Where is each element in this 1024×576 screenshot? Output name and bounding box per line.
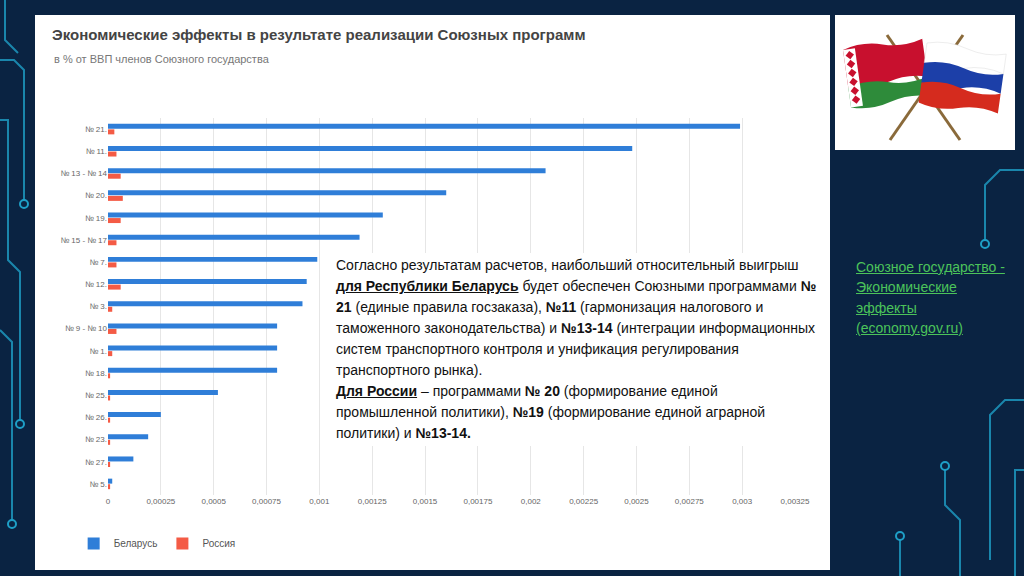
svg-text:№ 18.: № 18. [85, 369, 107, 378]
svg-text:Россия: Россия [202, 538, 235, 549]
svg-text:№ 5.: № 5. [90, 480, 107, 489]
svg-text:0,00175: 0,00175 [463, 497, 492, 506]
svg-text:№ 1.: № 1. [90, 347, 107, 356]
html-text:Согласно результатам расчетов,: Согласно результатам расчетов, наибольши… [336, 257, 799, 273]
html-text:Союзное государство - Экономич: Союзное государство - Экономические эффе… [856, 259, 1005, 316]
svg-text:0,00325: 0,00325 [781, 497, 810, 506]
svg-text:№ 19.: № 19. [85, 214, 107, 223]
svg-text:0,0025: 0,0025 [624, 497, 649, 506]
svg-text:в % от ВВП членов Союзного гос: в % от ВВП членов Союзного государства [54, 53, 270, 65]
svg-text:№ 11.: № 11. [86, 147, 107, 156]
svg-text:№ 13 - № 14: № 13 - № 14 [60, 169, 107, 178]
svg-text:0: 0 [106, 497, 111, 506]
svg-text:Экономические эффекты в резуль: Экономические эффекты в результате реали… [52, 26, 586, 43]
svg-text:№ 26.: № 26. [85, 413, 107, 422]
svg-text:0,0005: 0,0005 [201, 497, 226, 506]
svg-text:0,0015: 0,0015 [413, 497, 438, 506]
svg-text:0,00275: 0,00275 [675, 497, 704, 506]
svg-text:0,001: 0,001 [309, 497, 330, 506]
svg-text:0,00125: 0,00125 [358, 497, 387, 506]
svg-text:№ 23.: № 23. [85, 435, 107, 444]
svg-text:№ 21.: № 21. [85, 125, 107, 134]
svg-text:0,00225: 0,00225 [569, 497, 598, 506]
svg-text:№ 12.: № 12. [85, 280, 107, 289]
svg-text:№ 25.: № 25. [85, 391, 107, 400]
svg-text:№ 27.: № 27. [85, 458, 107, 467]
svg-text:0,00025: 0,00025 [146, 497, 175, 506]
svg-text:№ 7.: № 7. [90, 258, 107, 267]
svg-text:0,003: 0,003 [732, 497, 753, 506]
html-text:Для России – программами № 20: Для России – программами № 20 (формирова… [336, 383, 766, 441]
svg-text:0,00075: 0,00075 [252, 497, 281, 506]
svg-text:№ 9 - № 10: № 9 - № 10 [65, 324, 108, 333]
html-text:(economy.gov.ru): (economy.gov.ru) [856, 319, 963, 336]
svg-text:№ 15 - № 17: № 15 - № 17 [60, 236, 107, 245]
html-text:для Республики Беларусь будет: для Республики Беларусь будет обеспечен … [336, 278, 817, 378]
svg-text:№ 3.: № 3. [90, 302, 107, 311]
svg-text:0,002: 0,002 [521, 497, 542, 506]
svg-text:Беларусь: Беларусь [114, 538, 158, 549]
svg-text:№ 20.: № 20. [85, 191, 107, 200]
